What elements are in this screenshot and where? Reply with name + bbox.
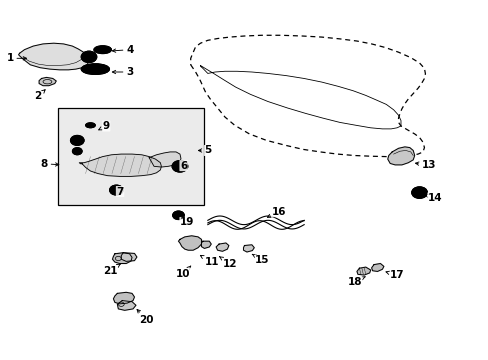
- Polygon shape: [201, 241, 211, 248]
- Text: 18: 18: [346, 276, 365, 287]
- Text: 7: 7: [114, 186, 123, 197]
- Polygon shape: [387, 147, 414, 165]
- Polygon shape: [117, 301, 136, 310]
- Ellipse shape: [81, 64, 109, 75]
- Text: 8: 8: [41, 159, 59, 169]
- Circle shape: [172, 161, 187, 172]
- Text: 2: 2: [34, 90, 45, 102]
- Polygon shape: [39, 77, 56, 86]
- Polygon shape: [178, 236, 201, 250]
- Text: 17: 17: [385, 270, 404, 280]
- Text: 3: 3: [112, 67, 133, 77]
- Circle shape: [81, 51, 97, 63]
- Circle shape: [172, 211, 184, 220]
- Bar: [58, 108, 204, 205]
- Text: 21: 21: [102, 264, 120, 276]
- Text: 6: 6: [174, 161, 187, 171]
- Polygon shape: [121, 253, 137, 261]
- Text: 11: 11: [200, 255, 219, 267]
- Circle shape: [70, 135, 84, 145]
- Text: 19: 19: [177, 216, 194, 228]
- Polygon shape: [149, 152, 181, 167]
- Text: 4: 4: [112, 45, 133, 55]
- Text: 5: 5: [198, 145, 211, 156]
- Polygon shape: [19, 43, 89, 70]
- Ellipse shape: [85, 123, 95, 128]
- Circle shape: [411, 187, 427, 198]
- Polygon shape: [371, 264, 383, 271]
- Polygon shape: [216, 243, 228, 251]
- Polygon shape: [113, 292, 134, 304]
- Text: 12: 12: [219, 257, 237, 269]
- Text: 13: 13: [415, 160, 435, 170]
- Ellipse shape: [94, 46, 111, 54]
- Text: 20: 20: [137, 310, 154, 325]
- Text: 10: 10: [176, 266, 190, 279]
- Polygon shape: [112, 253, 132, 264]
- Circle shape: [72, 148, 82, 155]
- Text: 9: 9: [99, 121, 110, 131]
- Polygon shape: [243, 245, 254, 252]
- Polygon shape: [79, 154, 161, 176]
- Text: 15: 15: [252, 254, 269, 265]
- Text: 16: 16: [267, 207, 285, 217]
- Polygon shape: [356, 267, 370, 275]
- Text: 14: 14: [424, 193, 442, 203]
- Text: 1: 1: [6, 53, 26, 63]
- Circle shape: [109, 185, 123, 195]
